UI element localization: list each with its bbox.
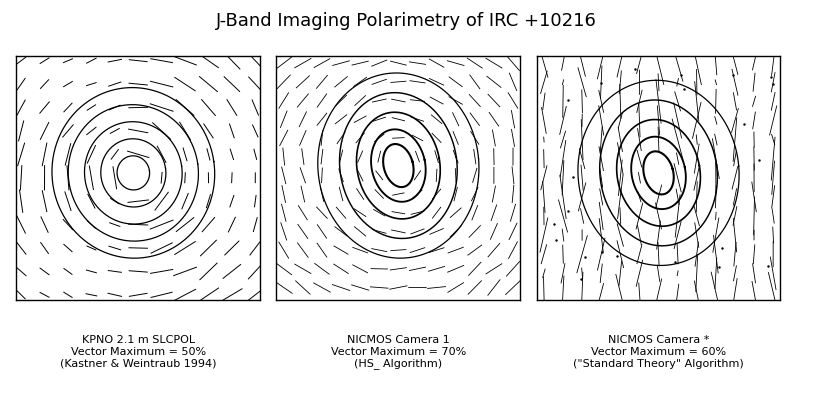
Text: NICMOS Camera *
Vector Maximum = 60%
("Standard Theory" Algorithm): NICMOS Camera * Vector Maximum = 60% ("S…	[573, 335, 744, 368]
Text: J-Band Imaging Polarimetry of IRC +10216: J-Band Imaging Polarimetry of IRC +10216	[216, 12, 597, 30]
Text: KPNO 2.1 m SLCPOL
Vector Maximum = 50%
(Kastner & Weintraub 1994): KPNO 2.1 m SLCPOL Vector Maximum = 50% (…	[60, 335, 216, 368]
Text: NICMOS Camera 1
Vector Maximum = 70%
(HS_ Algorithm): NICMOS Camera 1 Vector Maximum = 70% (HS…	[331, 335, 466, 369]
